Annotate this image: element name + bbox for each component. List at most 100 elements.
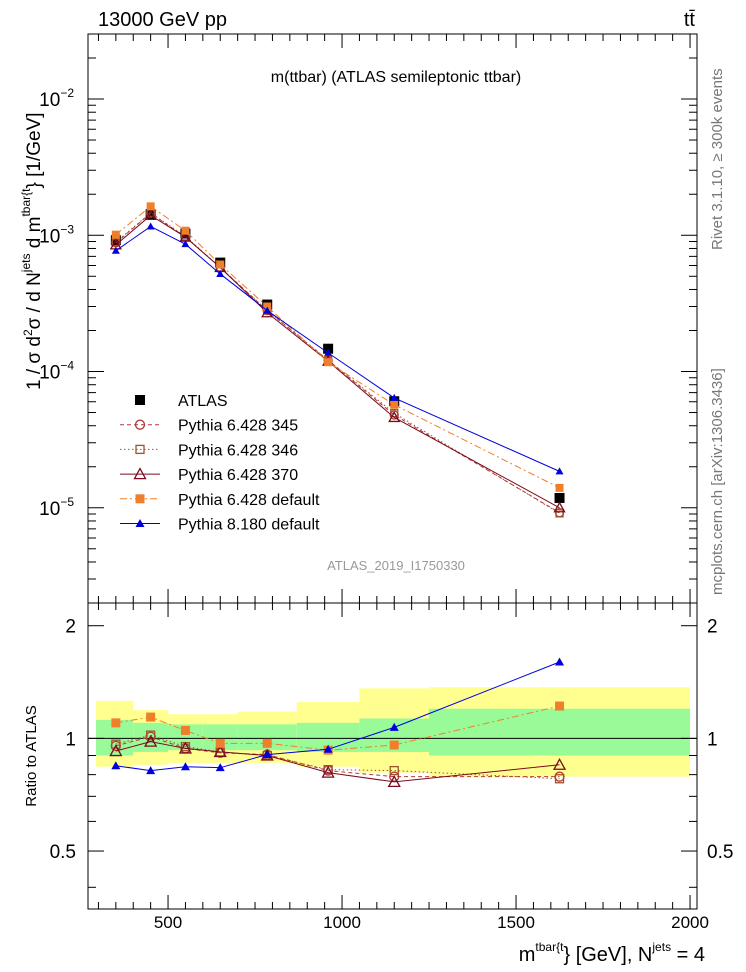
ratio-point-pythia-6-428-370 — [387, 775, 401, 788]
ratio-point-pythia-6-428-370 — [552, 757, 567, 770]
ratio-point-pythia-6-428-default — [111, 718, 121, 728]
point-pythia-6-428-default — [111, 230, 120, 239]
point-pythia-8-180-default — [390, 393, 399, 401]
ratio-point-pythia-8-180-default — [389, 722, 399, 731]
legend-label: Pythia 6.428 default — [178, 492, 320, 509]
ylabel-sup-ttbar: tbar{t — [19, 188, 33, 217]
main-y-axis-label: 1 / σ d2σ / d Njets d mtbar{t} [1/GeV] — [19, 112, 45, 390]
ratio-point-pythia-6-428-default — [215, 738, 225, 748]
legend-entry-atlas: ATLAS — [135, 393, 228, 410]
xlabel-m: m — [519, 944, 536, 966]
legend-label: Pythia 6.428 346 — [178, 442, 298, 459]
ratio-point-pythia-6-428-346 — [323, 764, 333, 775]
point-atlas — [145, 209, 156, 220]
ratio-point-pythia-8-180-default — [262, 750, 272, 759]
xlabel-part-c: = 4 — [671, 944, 705, 966]
ylabel-part-c: d m — [24, 217, 45, 254]
point-pythia-6-428-default — [555, 483, 564, 492]
tick-exponent: −4 — [60, 359, 74, 373]
point-pythia-8-180-default — [324, 348, 333, 356]
series-pythia-6-428-default — [111, 202, 564, 492]
point-pythia-6-428-default — [390, 400, 399, 409]
xlabel-part-b: } [GeV], N — [563, 944, 652, 966]
ratio-y-tick-label-right: 2 — [707, 617, 718, 638]
ratio-point-pythia-6-428-370 — [144, 734, 158, 747]
legend-marker — [133, 467, 147, 480]
series-line-pythia-6-428-default — [115, 205, 560, 489]
ratio-line-pythia-6-428-default — [115, 705, 560, 751]
ratio-line-pythia-6-428-370 — [115, 741, 560, 783]
uncertainty-band-inner — [429, 708, 691, 756]
ratio-line-pythia-8-180-default — [115, 661, 560, 772]
ratio-point-pythia-6-428-345 — [389, 771, 400, 782]
ratio-panel-frame — [87, 602, 698, 910]
point-pythia-6-428-370 — [388, 411, 401, 423]
ratio-point-pythia-6-428-346 — [145, 730, 156, 740]
tick-exponent: −5 — [60, 495, 74, 509]
point-pythia-8-180-default — [146, 222, 155, 230]
ratio-point-pythia-8-180-default — [180, 762, 190, 771]
xlabel-sup-ttbar: tbar{t — [535, 940, 564, 954]
point-pythia-6-428-default — [216, 260, 225, 269]
ratio-y-tick-label-right: 0.5 — [707, 842, 733, 863]
ratio-y-tick-label-right: 1 — [707, 729, 718, 750]
point-pythia-6-428-370 — [144, 209, 157, 221]
x-tick-label: 1500 — [497, 913, 535, 932]
ratio-point-pythia-6-428-default — [180, 725, 190, 735]
x-tick-label: 500 — [154, 913, 182, 932]
legend-entry-pythia-6-428-default: Pythia 6.428 default — [120, 492, 320, 509]
point-pythia-8-180-default — [263, 306, 272, 314]
legend-label: Pythia 6.428 370 — [178, 467, 298, 484]
point-pythia-6-428-default — [181, 226, 190, 235]
ylabel-sup-2: 2 — [21, 329, 35, 336]
x-tick-label: 1000 — [323, 913, 361, 932]
point-pythia-6-428-default — [146, 202, 155, 211]
ratio-y-tick-label: 0.5 — [50, 842, 76, 863]
point-pythia-6-428-346 — [390, 408, 399, 418]
point-pythia-8-180-default — [111, 246, 120, 254]
legend-entry-pythia-6-428-346: Pythia 6.428 346 — [120, 442, 298, 459]
x-tick-label: 2000 — [671, 913, 709, 932]
ratio-point-pythia-8-180-default — [555, 657, 565, 666]
tick-base: 10 — [39, 226, 60, 247]
xlabel-sup-jets: jets — [651, 940, 671, 954]
series-pythia-8-180-default — [111, 222, 564, 475]
series-line-pythia-6-428-346 — [115, 212, 560, 514]
ylabel-sup-jets: jets — [19, 254, 33, 274]
legend-marker — [135, 395, 145, 405]
ratio-point-pythia-8-180-default — [111, 761, 121, 770]
process-label: tt̄ — [684, 9, 696, 31]
svg-text:1 / σ d2σ / d Njets d mtbar{t}: 1 / σ d2σ / d Njets d mtbar{t} [1/GeV] — [19, 112, 45, 390]
point-pythia-8-180-default — [181, 240, 190, 248]
ratio-point-pythia-6-428-346 — [389, 765, 399, 776]
tick-exponent: −3 — [60, 222, 74, 236]
ratio-point-pythia-8-180-default — [215, 763, 225, 772]
main-y-tick-label: 10−2 — [39, 86, 74, 111]
main-y-tick-label: 10−3 — [39, 222, 74, 247]
main-y-tick-label: 10−5 — [39, 495, 74, 520]
point-pythia-6-428-default — [324, 358, 333, 367]
ratio-point-pythia-6-428-default — [146, 712, 156, 722]
point-pythia-6-428-346 — [555, 509, 564, 518]
tick-exponent: −2 — [60, 86, 74, 100]
legend-label: Pythia 6.428 345 — [178, 418, 298, 435]
legend-entry-pythia-8-180-default: Pythia 8.180 default — [120, 517, 320, 534]
ratio-point-pythia-8-180-default — [146, 766, 156, 775]
legend-entry-pythia-6-428-370: Pythia 6.428 370 — [120, 467, 298, 484]
legend-marker — [135, 494, 145, 504]
point-pythia-8-180-default — [216, 269, 225, 277]
ratio-point-pythia-6-428-370 — [321, 765, 335, 778]
point-pythia-8-180-default — [555, 467, 564, 475]
ratio-point-pythia-6-428-346 — [554, 774, 565, 784]
main-panel: m(ttbar) (ATLAS semileptonic ttbar) ATLA… — [39, 33, 698, 604]
ratio-point-pythia-6-428-default — [389, 740, 399, 750]
ratio-line-pythia-6-428-346 — [115, 734, 560, 780]
legend-marker — [135, 519, 145, 527]
ratio-point-pythia-8-180-default — [323, 744, 333, 753]
series-line-pythia-6-428-370 — [115, 214, 560, 509]
ratio-line-pythia-6-428-345 — [115, 736, 560, 778]
rivet-version-label: Rivet 3.1.10, ≥ 300k events — [709, 68, 726, 250]
analysis-id-label: ATLAS_2019_I1750330 — [327, 558, 465, 573]
ylabel-part-d: } [1/GeV] — [24, 112, 45, 188]
